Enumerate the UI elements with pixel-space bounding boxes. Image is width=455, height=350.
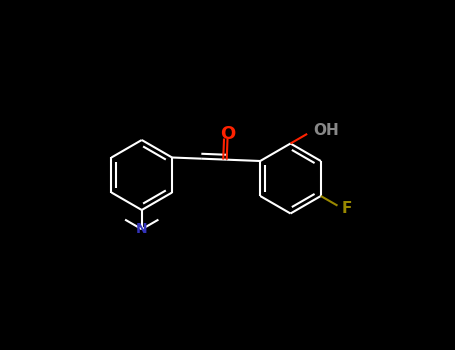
Text: F: F: [342, 201, 352, 216]
Text: OH: OH: [313, 123, 339, 138]
Text: N: N: [136, 222, 147, 236]
Text: O: O: [220, 126, 235, 144]
